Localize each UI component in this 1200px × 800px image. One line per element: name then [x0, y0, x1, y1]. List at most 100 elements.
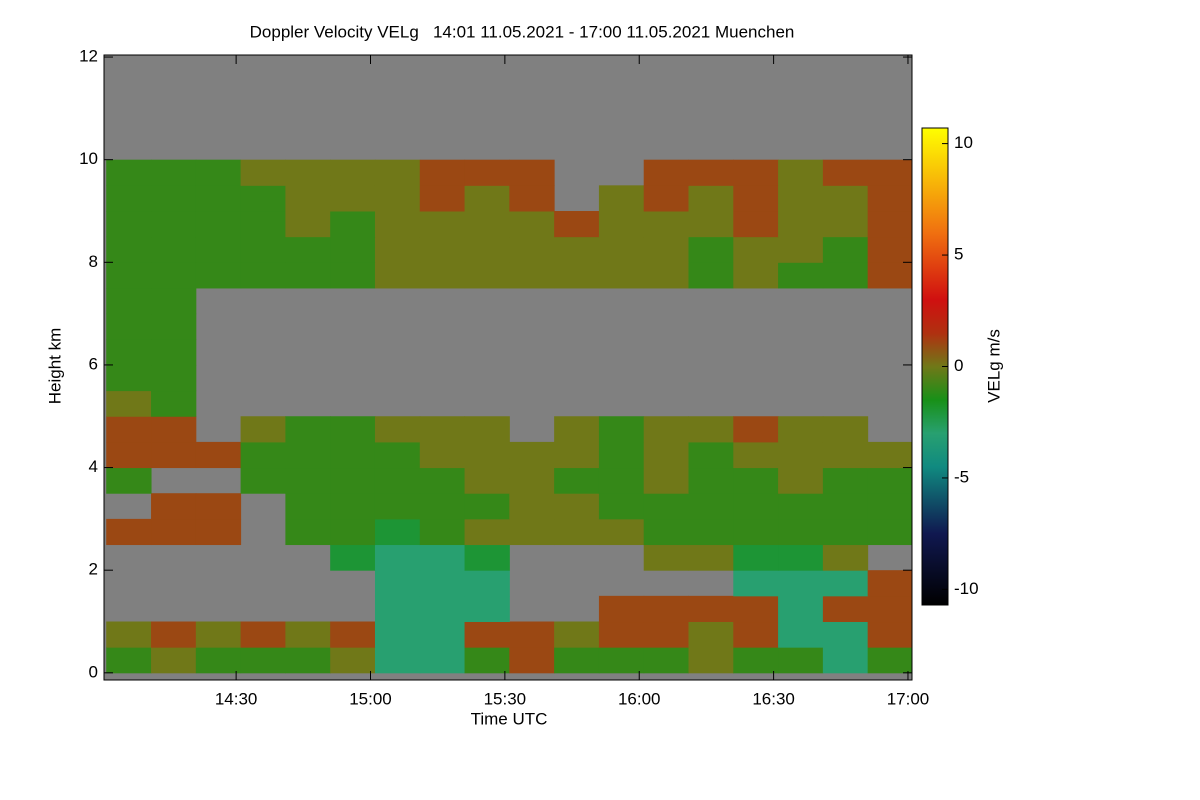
plot-frame	[103, 54, 913, 681]
heatmap-cell	[822, 441, 869, 469]
heatmap-cell	[643, 493, 690, 520]
heatmap-cell	[419, 159, 466, 186]
heatmap-cell	[464, 416, 510, 443]
y-tick-label: 6	[89, 354, 98, 373]
heatmap-cell	[419, 441, 466, 469]
heatmap-cell	[419, 236, 466, 263]
heatmap-cell	[151, 441, 197, 469]
heatmap-cell	[240, 210, 286, 238]
heatmap-cell	[374, 570, 421, 597]
heatmap-cell	[733, 595, 779, 623]
heatmap-cell	[240, 159, 286, 186]
y-tick-label: 10	[79, 149, 98, 168]
heatmap-cell	[419, 544, 466, 571]
heatmap-cell	[374, 467, 421, 494]
heatmap-cell	[688, 518, 734, 546]
heatmap-cell	[733, 493, 779, 520]
heatmap-cell	[151, 313, 197, 340]
heatmap-cell	[374, 416, 421, 443]
heatmap-cell	[867, 518, 912, 546]
heatmap-cell	[554, 441, 600, 469]
heatmap-cell	[195, 518, 242, 546]
heatmap-cell	[464, 210, 510, 238]
heatmap-cell	[330, 493, 376, 520]
heatmap-cell	[195, 210, 242, 238]
heatmap-cell	[509, 493, 555, 520]
heatmap-cell	[733, 416, 779, 443]
colorbar-tick-label: -10	[954, 579, 979, 598]
heatmap-cell	[554, 493, 600, 520]
heatmap-cell	[195, 441, 242, 469]
heatmap-cell	[688, 236, 734, 263]
heatmap-cell	[509, 236, 555, 263]
heatmap-cell	[374, 159, 421, 186]
heatmap-cell	[330, 262, 376, 289]
heatmap-cell	[733, 467, 779, 494]
heatmap-cell	[554, 647, 600, 674]
heatmap-cell	[643, 441, 690, 469]
colorbar-tick-label: 5	[954, 245, 963, 264]
heatmap-cell	[374, 185, 421, 212]
colorbar-tick-label: 0	[954, 356, 963, 375]
heatmap-cell	[554, 621, 600, 648]
heatmap-cell	[374, 441, 421, 469]
heatmap-cell	[151, 185, 197, 212]
y-tick-label: 8	[89, 252, 98, 271]
heatmap-cell	[598, 416, 645, 443]
heatmap-cell	[688, 493, 734, 520]
heatmap-cell	[778, 595, 824, 623]
heatmap-cell	[240, 185, 286, 212]
heatmap-cell	[778, 159, 824, 186]
heatmap-cell	[822, 493, 869, 520]
heatmap-cell	[688, 185, 734, 212]
heatmap-cell	[867, 595, 912, 623]
heatmap-cell	[151, 262, 197, 289]
heatmap-cell	[822, 185, 869, 212]
heatmap-cell	[374, 595, 421, 623]
heatmap-cell	[643, 416, 690, 443]
heatmap-cell	[643, 647, 690, 674]
heatmap-cell	[509, 159, 555, 186]
heatmap-cell	[240, 621, 286, 648]
heatmap-cell	[733, 159, 779, 186]
heatmap-cell	[822, 159, 869, 186]
heatmap-cell	[240, 467, 286, 494]
heatmap-cell	[464, 441, 510, 469]
heatmap-cell	[151, 339, 197, 366]
heatmap-cell	[106, 621, 152, 648]
heatmap-cell	[688, 467, 734, 494]
heatmap-cell	[285, 236, 331, 263]
heatmap-cell	[151, 518, 197, 546]
heatmap-cell	[151, 493, 197, 520]
heatmap-cell	[733, 185, 779, 212]
heatmap-cell	[464, 544, 510, 571]
heatmap-cell	[464, 185, 510, 212]
heatmap-cell	[464, 518, 510, 546]
heatmap-cell	[822, 518, 869, 546]
heatmap-cell	[330, 210, 376, 238]
heatmap-cell	[733, 621, 779, 648]
heatmap-cell	[151, 621, 197, 648]
axes: 0 2 4 6 8 10 12 14:30 15:00 15:30 16:00 16:30 17:00 -…	[79, 47, 979, 709]
heatmap-cell	[867, 647, 912, 674]
y-tick-label: 0	[89, 662, 98, 681]
heatmap-cell	[419, 210, 466, 238]
heatmap-cell	[867, 493, 912, 520]
heatmap-cell	[598, 210, 645, 238]
heatmap-cell	[106, 441, 152, 469]
heatmap-cell	[151, 236, 197, 263]
heatmap-cell	[778, 570, 824, 597]
heatmap-cell	[464, 595, 510, 623]
heatmap-cell	[822, 570, 869, 597]
heatmap-cell	[643, 621, 690, 648]
heatmap-cell	[554, 467, 600, 494]
heatmap-cell	[151, 647, 197, 674]
heatmap-cell	[151, 159, 197, 186]
heatmap-cell	[195, 493, 242, 520]
heatmap-cell	[419, 621, 466, 648]
heatmap-cell	[195, 262, 242, 289]
heatmap-cell	[151, 390, 197, 417]
heatmap-cell	[867, 159, 912, 186]
heatmap-cell	[822, 210, 869, 238]
